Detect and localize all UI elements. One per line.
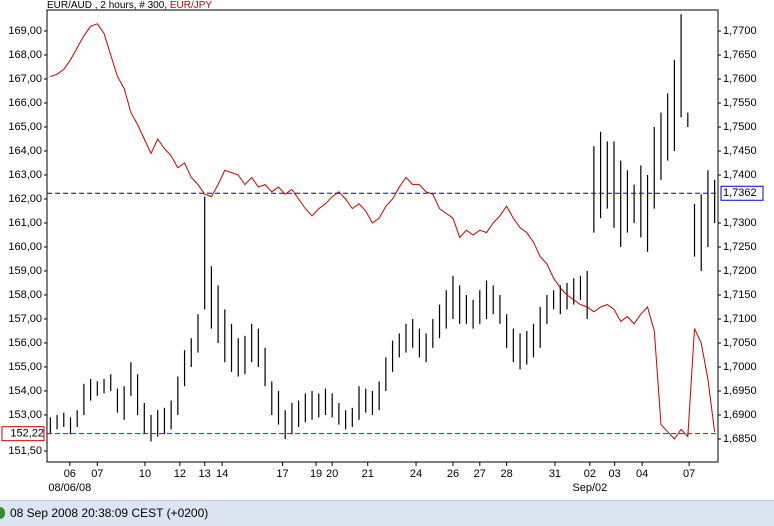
marker-label-bg bbox=[720, 185, 764, 201]
x-tick-label: 02 bbox=[584, 468, 596, 480]
x-tick-label: 04 bbox=[636, 468, 648, 480]
x-tick-label: 14 bbox=[216, 468, 228, 480]
status-text: 08 Sep 2008 20:38:09 CEST (+0200) bbox=[10, 506, 209, 520]
y2-tick-label: 1,7100 bbox=[723, 313, 757, 325]
y-tick-label: 158,00 bbox=[8, 289, 42, 301]
x-tick-label: 12 bbox=[174, 468, 186, 480]
y2-tick-label: 1,7300 bbox=[723, 217, 757, 229]
x-tick-label: 10 bbox=[139, 468, 151, 480]
y2-tick-label: 1,7050 bbox=[723, 337, 757, 349]
y2-tick-label: 1,6900 bbox=[723, 409, 757, 421]
y2-tick-label: 1,7600 bbox=[723, 73, 757, 85]
line-series bbox=[50, 23, 716, 440]
y-tick-label: 151,50 bbox=[8, 445, 42, 457]
series-name: EUR/JPY bbox=[170, 0, 213, 11]
marker-label: 152,22 bbox=[10, 428, 44, 440]
y2-tick-label: 1,7500 bbox=[723, 121, 757, 133]
status-bar: 08 Sep 2008 20:38:09 CEST (+0200) bbox=[0, 500, 774, 526]
x-tick-label: 07 bbox=[91, 468, 103, 480]
y-tick-label: 166,00 bbox=[8, 97, 42, 109]
x-tick-label: 26 bbox=[447, 468, 459, 480]
x-tick-label: 21 bbox=[362, 468, 374, 480]
x-tick-label: 06 bbox=[64, 468, 76, 480]
x-date-label: Sep/02 bbox=[572, 482, 607, 494]
y2-tick-label: 1,7700 bbox=[723, 25, 757, 37]
y-tick-label: 167,00 bbox=[8, 73, 42, 85]
y2-tick-label: 1,7000 bbox=[723, 361, 757, 373]
y2-tick-label: 1,6850 bbox=[723, 433, 757, 445]
x-tick-label: 19 bbox=[310, 468, 322, 480]
y-tick-label: 155,00 bbox=[8, 361, 42, 373]
marker-label-bg bbox=[1, 426, 45, 442]
y-tick-label: 153,00 bbox=[8, 409, 42, 421]
y2-tick-label: 1,7150 bbox=[723, 289, 757, 301]
y-tick-label: 163,00 bbox=[8, 169, 42, 181]
y-tick-label: 165,00 bbox=[8, 121, 42, 133]
y-tick-label: 162,00 bbox=[8, 193, 42, 205]
x-tick-label: 13 bbox=[199, 468, 211, 480]
y2-tick-label: 1,7450 bbox=[723, 145, 757, 157]
y2-tick-label: 1,7400 bbox=[723, 169, 757, 181]
y-tick-label: 156,00 bbox=[8, 337, 42, 349]
x-tick-label: 28 bbox=[501, 468, 513, 480]
chart-header: EUR/AUD , 2 hours, # 300, EUR/JPY bbox=[47, 0, 212, 11]
series-name: EUR/AUD bbox=[47, 0, 92, 11]
y2-tick-label: 1,6950 bbox=[723, 385, 757, 397]
y-tick-label: 157,00 bbox=[8, 313, 42, 325]
y-tick-label: 169,00 bbox=[8, 25, 42, 37]
x-tick-label: 07 bbox=[683, 468, 695, 480]
y-tick-label: 154,00 bbox=[8, 385, 42, 397]
chart: EUR/AUD , 2 hours, # 300, EUR/JPY 151,50… bbox=[1, 0, 764, 494]
x-tick-label: 17 bbox=[276, 468, 288, 480]
x-tick-label: 24 bbox=[410, 468, 422, 480]
y-tick-label: 160,00 bbox=[8, 241, 42, 253]
y-tick-label: 161,00 bbox=[8, 217, 42, 229]
plot-area bbox=[46, 9, 719, 463]
marker-label: 1,7362 bbox=[723, 187, 757, 199]
y-tick-label: 164,00 bbox=[8, 145, 42, 157]
x-tick-label: 31 bbox=[549, 468, 561, 480]
y2-tick-label: 1,7650 bbox=[723, 49, 757, 61]
x-tick-label: 20 bbox=[326, 468, 338, 480]
y2-tick-label: 1,7550 bbox=[723, 97, 757, 109]
x-date-label: 08/06/08 bbox=[48, 482, 91, 494]
y-tick-label: 159,00 bbox=[8, 265, 42, 277]
x-tick-label: 03 bbox=[609, 468, 621, 480]
status-icon bbox=[0, 507, 5, 519]
y2-tick-label: 1,7250 bbox=[723, 241, 757, 253]
x-tick-label: 27 bbox=[474, 468, 486, 480]
chart-title: , 2 hours, # 300, bbox=[95, 0, 167, 11]
y-tick-label: 168,00 bbox=[8, 49, 42, 61]
y2-tick-label: 1,7200 bbox=[723, 265, 757, 277]
